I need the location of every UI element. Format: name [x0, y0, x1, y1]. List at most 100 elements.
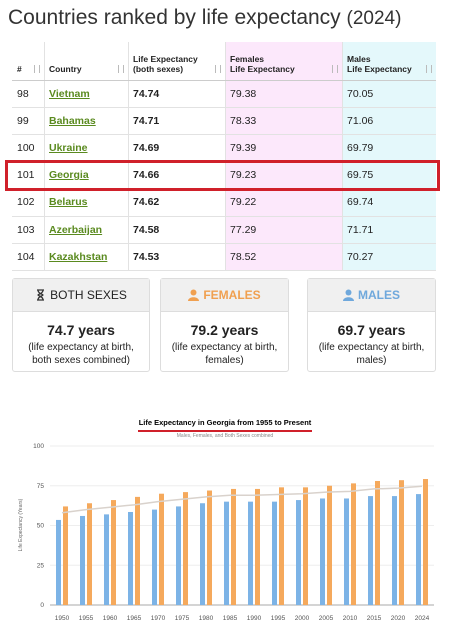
table-cell: 79.39: [230, 141, 257, 154]
sort-icon: [118, 65, 124, 73]
bar: [128, 511, 133, 605]
table-cell: 78.33: [230, 114, 257, 127]
x-tick-label: 1970: [151, 615, 166, 622]
header-cell: Females Life Expectancy: [225, 42, 342, 80]
header-cell: Males Life Expectancy: [342, 42, 436, 80]
col-border: [342, 42, 343, 271]
bar: [63, 506, 68, 605]
bar: [423, 479, 428, 605]
country-link[interactable]: Bahamas: [49, 114, 96, 127]
country-link[interactable]: Kazakhstan: [49, 250, 108, 263]
bar: [303, 487, 308, 605]
chart: Life Expectancy in Georgia from 1955 to …: [18, 418, 434, 622]
card-title: FEMALES: [203, 288, 261, 302]
header-text: Females: [230, 54, 265, 64]
col-border: [128, 42, 129, 271]
table-cell: 71.06: [347, 114, 374, 127]
bar: [135, 496, 140, 605]
header-cell: #: [12, 42, 44, 80]
card-value: 74.7 years: [47, 322, 115, 338]
bar: [344, 498, 349, 605]
country-link[interactable]: Belarus: [49, 196, 88, 209]
bar: [375, 480, 380, 605]
row-border: [12, 134, 436, 136]
bar: [255, 488, 260, 605]
table-cell: 74.58: [133, 223, 160, 236]
sort-icon: [215, 65, 221, 73]
table-cell: 99: [17, 114, 29, 127]
sort-icon: [426, 65, 432, 73]
x-tick-label: 2005: [319, 615, 334, 622]
chart-subtitle: Males, Females, and Both Sexes combined: [177, 433, 274, 439]
table-cell: 103: [17, 223, 35, 236]
table-cell: 74.66: [133, 169, 160, 182]
bar: [279, 487, 284, 605]
country-link[interactable]: Ukraine: [49, 141, 88, 154]
col-border: [225, 42, 226, 271]
card-description: (life expectancy at birth, males): [318, 342, 425, 366]
x-tick-label: 1985: [223, 615, 238, 622]
x-tick-label: 1990: [247, 615, 262, 622]
bar: [176, 506, 181, 605]
bar: [207, 490, 212, 605]
sort-icon: [332, 65, 338, 73]
country-link[interactable]: Vietnam: [49, 87, 90, 100]
header-text: Life Expectancy: [230, 64, 295, 74]
card-value: 69.7 years: [337, 322, 406, 338]
bar: [327, 485, 332, 605]
card-icon: [37, 289, 45, 301]
card-header: MALES: [308, 279, 435, 312]
table-cell: 74.62: [133, 196, 160, 209]
bar: [368, 496, 373, 605]
row-border: [12, 270, 436, 272]
table-cell: 100: [17, 141, 35, 154]
x-tick-label: 1950: [55, 615, 70, 622]
row-border: [12, 243, 436, 245]
card-icon: [188, 289, 200, 301]
bar: [159, 493, 164, 605]
header-text: #: [17, 64, 22, 74]
x-tick-label: 1955: [79, 615, 94, 622]
bar: [272, 501, 277, 605]
bar: [87, 503, 92, 605]
x-tick-label: 2000: [295, 615, 310, 622]
x-tick-label: 2010: [343, 615, 358, 622]
stat-card: BOTH SEXES 74.7 years (life expectancy at …: [12, 278, 150, 372]
bar: [56, 519, 61, 605]
bar: [183, 492, 188, 605]
line: [61, 485, 423, 514]
bar: [80, 515, 85, 605]
y-axis-label: Life Expectancy (Years): [18, 498, 24, 551]
table-cell: 102: [17, 196, 35, 209]
x-tick-label: 2020: [391, 615, 406, 622]
country-link[interactable]: Georgia: [49, 169, 89, 182]
table-cell: 98: [17, 87, 29, 100]
table-cell: 101: [17, 169, 35, 182]
card-header: FEMALES: [161, 279, 288, 312]
table-cell: 69.75: [347, 169, 374, 182]
bar: [399, 480, 404, 605]
y-tick-label: 50: [37, 523, 45, 530]
x-tick-label: 2024: [415, 615, 430, 622]
table-cell: 69.79: [347, 141, 374, 154]
y-tick-label: 100: [33, 443, 44, 450]
table-cell: 69.74: [347, 196, 374, 209]
bar: [152, 509, 157, 605]
bar: [104, 514, 109, 605]
table-cell: 74.71: [133, 114, 160, 127]
x-tick-label: 2015: [367, 615, 382, 622]
header-text: Males: [347, 54, 371, 64]
x-tick-label: 1975: [175, 615, 190, 622]
table-cell: 104: [17, 250, 35, 263]
country-link[interactable]: Azerbaijan: [49, 223, 103, 236]
table-cell: 70.27: [347, 250, 374, 263]
y-tick-label: 75: [37, 483, 45, 490]
title-year: (2024): [346, 8, 402, 29]
table-cell: 79.38: [230, 87, 257, 100]
row-border: [12, 216, 436, 217]
card-title: BOTH SEXES: [50, 288, 127, 302]
x-tick-label: 1960: [103, 615, 118, 622]
header-cell: Life Expectancy (both sexes): [128, 42, 225, 80]
header-cell: Country: [44, 42, 128, 80]
